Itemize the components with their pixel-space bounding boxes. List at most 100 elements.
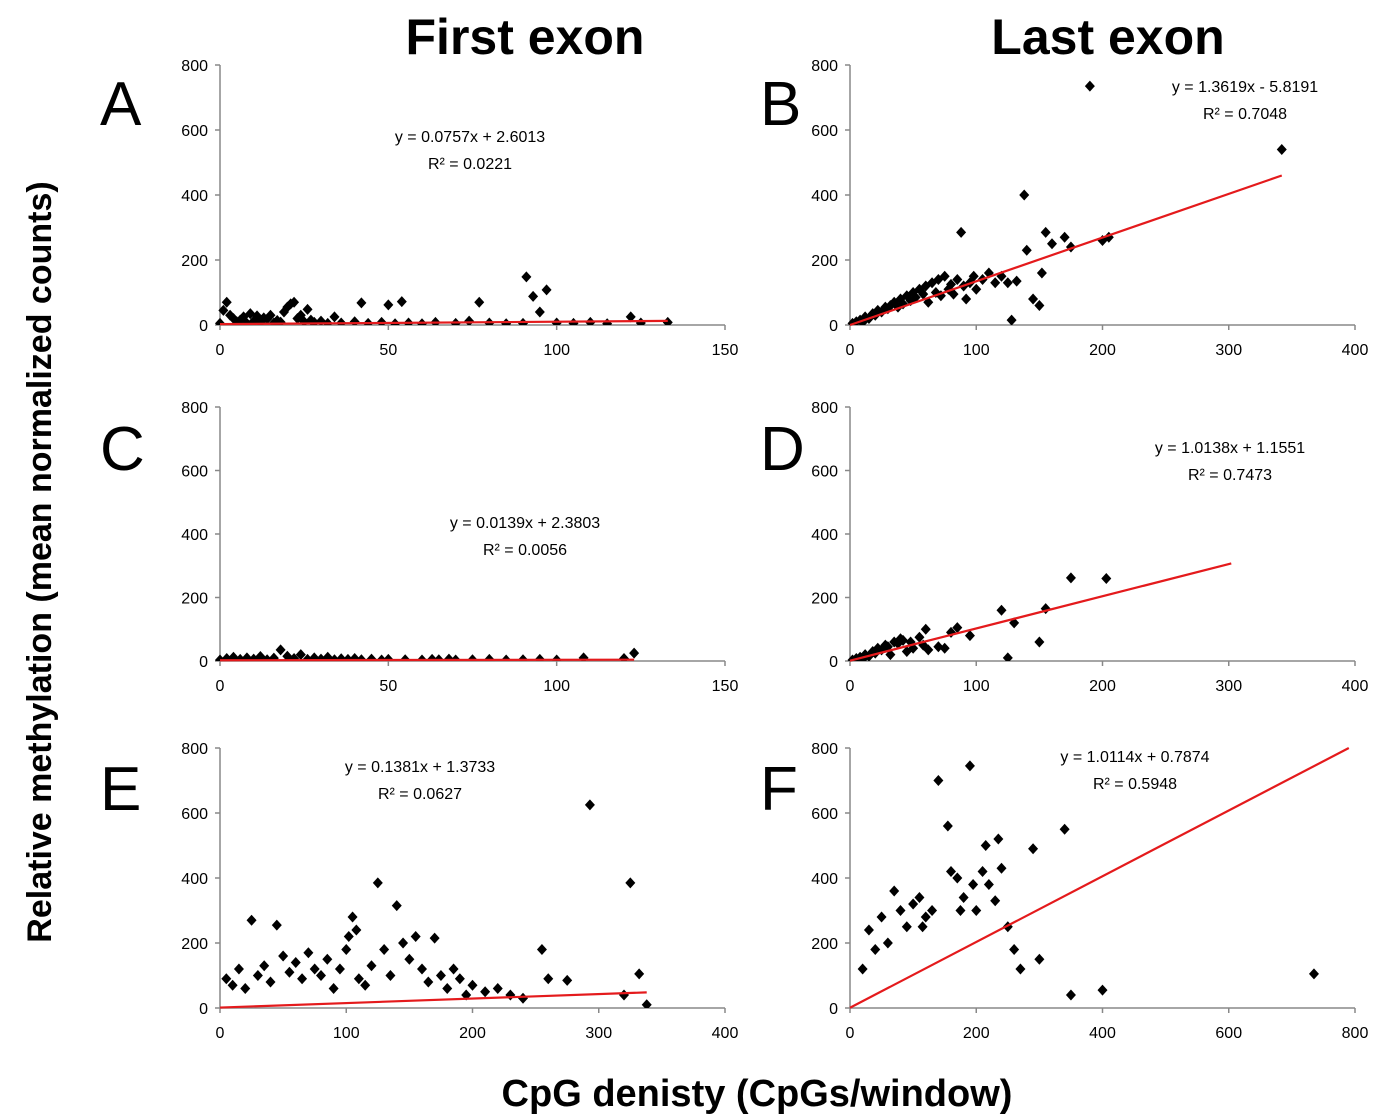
scatter-point <box>435 970 446 981</box>
scatter-point <box>417 963 427 975</box>
scatter-point <box>356 297 367 309</box>
x-tick-label: 200 <box>459 1025 486 1042</box>
scatter-point <box>372 877 383 889</box>
scatter-point <box>635 317 646 325</box>
scatter-point <box>259 960 270 972</box>
x-tick-label: 800 <box>1342 1025 1369 1042</box>
scatter-point <box>942 820 953 832</box>
column-title-last-exon: Last exon <box>991 9 1224 65</box>
scatter-point <box>1036 267 1047 279</box>
x-tick-label: 100 <box>963 342 990 359</box>
scatter-point <box>366 960 377 972</box>
scatter-point <box>322 953 333 965</box>
scatter-point <box>329 311 340 323</box>
panel-letter-d: D <box>760 415 805 484</box>
scatter-point <box>971 283 982 295</box>
panel-e: E 0 200 400 600 800 0 100 200 300 400 y = 0.1381x +… <box>100 741 738 1042</box>
scatter-point <box>221 973 232 985</box>
scatter-point <box>619 652 629 661</box>
scatter-point <box>284 966 295 978</box>
scatter-point <box>246 914 257 926</box>
r-squared: R² = 0.5948 <box>1093 776 1177 793</box>
scatter-point <box>543 973 554 985</box>
scatter-point <box>961 293 972 305</box>
scatter-point <box>268 652 279 661</box>
scatter-point <box>1059 823 1070 835</box>
scatter-point <box>454 973 465 985</box>
scatter-point <box>980 840 991 851</box>
scatter-point <box>901 921 912 933</box>
scatter-point <box>1101 572 1112 584</box>
scatter-point <box>383 299 394 311</box>
y-tick-label: 200 <box>181 591 208 608</box>
scatter-point <box>1011 275 1022 287</box>
y-tick-label: 400 <box>811 871 838 888</box>
y-tick-label: 600 <box>181 464 208 481</box>
scatter-point <box>602 318 613 325</box>
x-tick-label: 200 <box>1089 342 1116 359</box>
x-tick-label: 0 <box>216 342 225 359</box>
panel-letter-b: B <box>760 70 801 139</box>
scatter-point <box>857 963 868 975</box>
scatter-point <box>955 905 966 916</box>
y-tick-label: 800 <box>181 400 208 417</box>
scatter-point <box>1308 968 1319 980</box>
trend-equation: y = 1.3619x - 5.8191 <box>1172 79 1318 96</box>
scatter-point <box>946 278 956 290</box>
y-tick-label: 600 <box>181 806 208 823</box>
scatter-point <box>1002 652 1013 661</box>
scatter-point <box>641 999 652 1008</box>
panel-letter-f: F <box>760 755 798 824</box>
scatter-point <box>996 862 1007 874</box>
scatter-point <box>1028 293 1039 305</box>
scatter-point <box>882 937 893 949</box>
scatter-point <box>956 226 967 238</box>
x-tick-label: 200 <box>1089 678 1116 695</box>
scatter-point <box>993 833 1004 845</box>
trend-equation: y = 0.1381x + 1.3733 <box>345 759 495 776</box>
scatter-point <box>290 957 301 968</box>
x-tick-label: 100 <box>963 678 990 695</box>
panel-d: D 0 200 400 600 800 0 100 200 300 400 y = 1.0138x +… <box>760 400 1368 695</box>
scatter-point <box>920 623 931 635</box>
scatter-point <box>1276 144 1287 155</box>
scatter-point <box>914 892 925 903</box>
scatter-point <box>396 296 407 308</box>
x-tick-label: 100 <box>543 342 570 359</box>
scatter-point <box>629 647 640 659</box>
trend-equation: y = 1.0114x + 0.7874 <box>1060 749 1209 766</box>
scatter-point <box>964 630 975 642</box>
scatter-point <box>240 983 251 994</box>
y-tick-label: 200 <box>811 591 838 608</box>
y-tick-label: 400 <box>811 527 838 544</box>
y-tick-label: 800 <box>811 741 838 758</box>
y-tick-label: 600 <box>811 806 838 823</box>
panel-letter-a: A <box>100 70 142 139</box>
y-tick-label: 200 <box>811 936 838 953</box>
scatter-point <box>528 290 539 302</box>
panel-b: B 0 200 400 600 800 0 100 200 300 400 y = 1.3619x -… <box>760 58 1368 359</box>
scatter-point <box>474 296 485 308</box>
scatter-point <box>534 306 545 318</box>
x-tick-label: 400 <box>1342 342 1369 359</box>
scatter-point <box>521 271 532 283</box>
scatter-point <box>1028 843 1039 855</box>
scatter-points <box>221 799 652 1008</box>
x-tick-label: 150 <box>712 342 739 359</box>
scatter-point <box>501 318 512 325</box>
y-axis-label: Relative methylation (mean normalized co… <box>21 181 59 942</box>
scatter-point <box>334 963 345 975</box>
scatter-point <box>917 921 928 933</box>
x-tick-label: 0 <box>846 678 855 695</box>
scatter-point <box>221 296 232 308</box>
scatter-point <box>518 992 528 1004</box>
scatter-point <box>952 622 963 634</box>
y-tick-label: 800 <box>181 741 208 758</box>
scatter-points <box>215 644 640 661</box>
scatter-point <box>1021 244 1032 256</box>
scatter-point <box>964 760 975 772</box>
scatter-point <box>328 983 339 994</box>
scatter-point <box>662 316 673 325</box>
y-tick-label: 200 <box>181 936 208 953</box>
